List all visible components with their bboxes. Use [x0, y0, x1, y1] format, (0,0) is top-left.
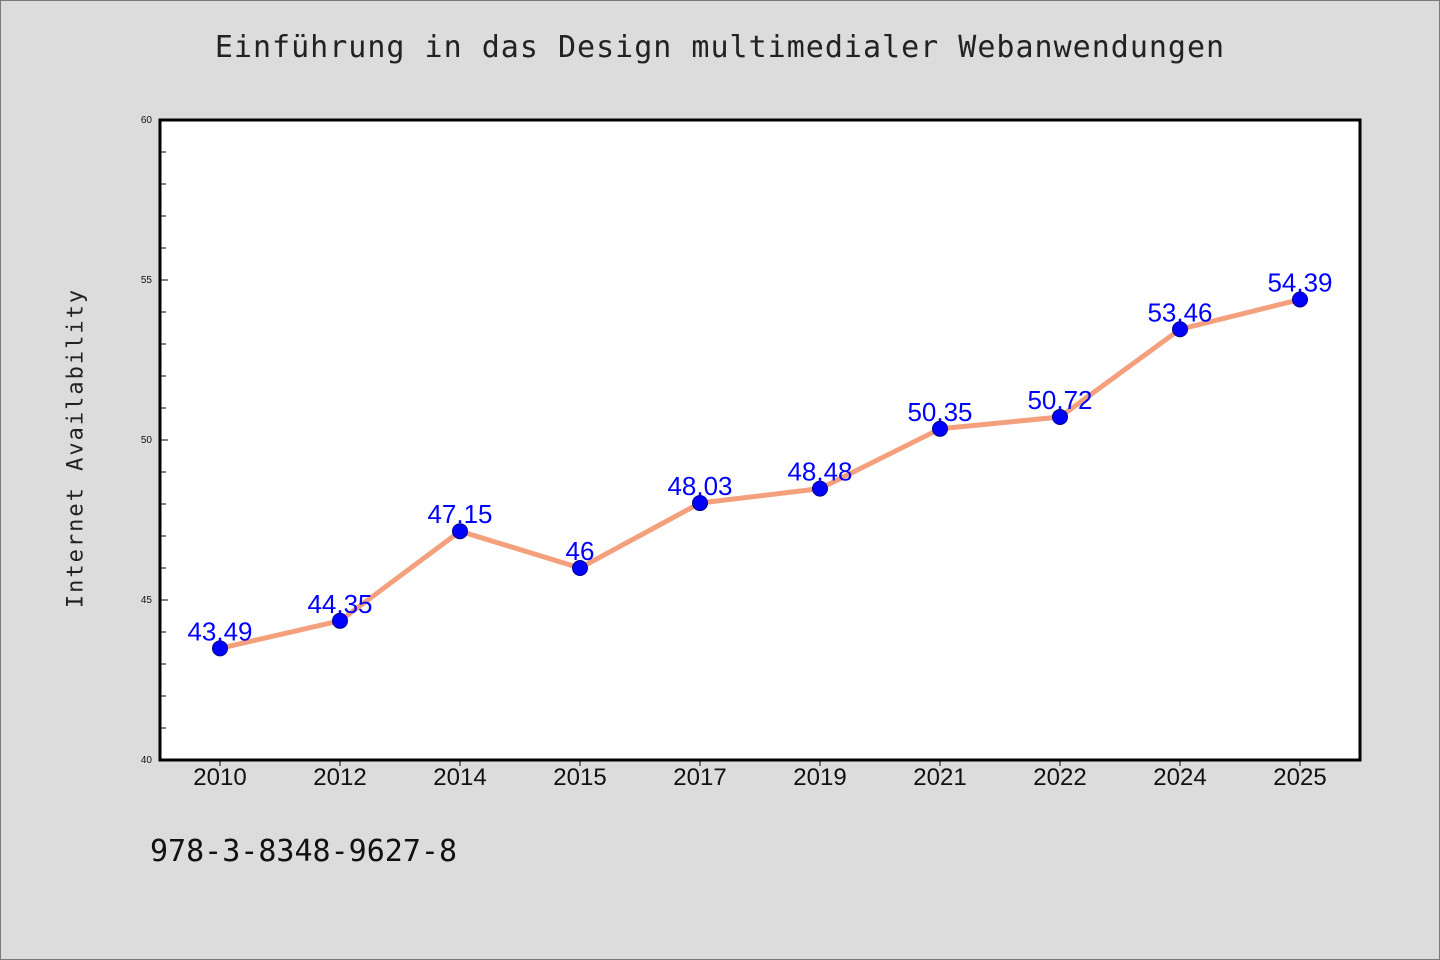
data-point [812, 480, 828, 497]
y-axis: 40 45 50 55 60 [141, 115, 168, 766]
data-label: 47.15 [427, 499, 492, 529]
data-point [332, 612, 348, 629]
data-label: 46 [566, 536, 595, 566]
data-label: 54.39 [1267, 268, 1332, 298]
data-point [1052, 408, 1068, 425]
y-tick-label: 60 [141, 115, 153, 126]
x-tick-label: 2025 [1273, 764, 1326, 791]
x-axis: 2010 2012 2014 2015 2017 2019 2021 2022 2024 2025 [193, 760, 1327, 791]
data-label: 43.49 [187, 616, 252, 646]
plot-area [158, 118, 1362, 762]
chart-title: Einführung in das Design multimedialer W… [214, 30, 1226, 65]
y-tick-label: 40 [141, 755, 153, 766]
data-point [572, 560, 588, 576]
x-tick-label: 2021 [913, 764, 966, 791]
y-tick-label: 55 [141, 275, 153, 286]
x-tick-label: 2010 [193, 764, 246, 791]
data-label: 50.35 [907, 397, 972, 427]
x-tick-label: 2012 [313, 764, 366, 791]
data-label: 48.03 [667, 471, 732, 501]
data-point [1172, 321, 1188, 338]
data-point [452, 523, 468, 540]
y-tick-label: 50 [141, 435, 153, 446]
data-labels: 43.49 44.35 47.15 46 48.03 48.48 50.35 50.72 53.… [187, 268, 1332, 647]
data-label: 53.46 [1147, 297, 1212, 327]
data-label: 48.48 [787, 457, 852, 487]
data-label: 50.72 [1027, 385, 1092, 415]
series-markers [212, 291, 1308, 657]
x-tick-label: 2022 [1033, 764, 1086, 791]
data-point [1292, 291, 1308, 308]
data-point [692, 495, 708, 512]
isbn-text: 978-3-8348-9627-8 [150, 834, 458, 869]
y-tick-label: 45 [141, 595, 153, 606]
data-point [212, 640, 228, 657]
data-point [932, 420, 948, 437]
data-label: 44.35 [307, 589, 372, 619]
x-tick-label: 2014 [433, 764, 486, 791]
x-tick-label: 2024 [1153, 764, 1206, 791]
series-lines [217, 297, 1303, 651]
x-tick-label: 2017 [673, 764, 726, 791]
x-tick-label: 2015 [553, 764, 606, 791]
x-tick-label: 2019 [793, 764, 846, 791]
series-line [217, 297, 1303, 651]
